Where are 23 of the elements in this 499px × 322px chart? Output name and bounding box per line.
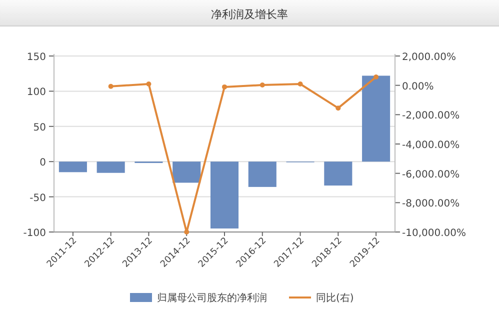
y-tick-label: -50 [30, 192, 46, 204]
y2-tick-label: 2,000.00% [402, 52, 456, 63]
point [108, 84, 114, 89]
point [374, 74, 379, 80]
chart-title: 净利润及增长率 [211, 8, 288, 21]
legend-label: 同比(右) [316, 292, 354, 304]
y2-tick-label: -6,000.00% [402, 169, 460, 180]
y2-tick-label: -8,000.00% [402, 198, 460, 210]
y2-tick-label: -10,000.00% [402, 228, 466, 239]
y2-tick-label: 0.00% [402, 81, 434, 92]
y-tick-label: 100 [26, 87, 46, 98]
legend-label: 归属母公司股东的净利润 [157, 292, 267, 304]
point [222, 84, 227, 90]
point [260, 82, 265, 88]
point [336, 106, 341, 111]
y-tick-label: 0 [40, 158, 46, 169]
point [298, 82, 303, 87]
y-tick-label: 50 [33, 122, 46, 134]
y2-tick-label: -2,000.00% [402, 110, 460, 122]
y-tick-label: -100 [23, 228, 46, 239]
y-tick-label: 150 [26, 52, 46, 63]
point [146, 82, 152, 87]
y2-tick-label: -4,000.00% [402, 140, 460, 151]
